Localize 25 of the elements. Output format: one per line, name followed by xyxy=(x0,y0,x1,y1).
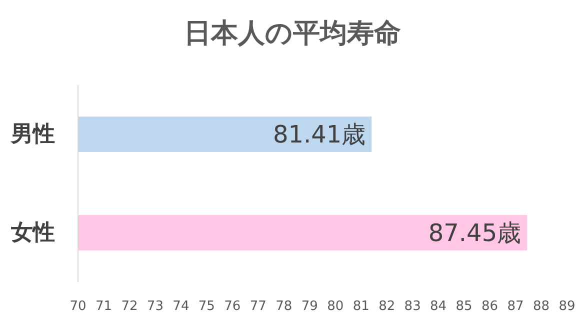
x-tick-label: 76 xyxy=(224,299,241,314)
x-tick-label: 78 xyxy=(276,299,292,314)
x-tick-label: 70 xyxy=(70,299,86,314)
x-tick-label: 84 xyxy=(430,299,447,314)
x-tick-label: 72 xyxy=(121,299,138,314)
x-tick-label: 85 xyxy=(456,299,472,314)
x-tick-label: 80 xyxy=(327,299,344,314)
x-tick-label: 82 xyxy=(378,299,396,314)
chart-title: 日本人の平均寿命 xyxy=(184,18,401,49)
data-label: 87.45歳 xyxy=(428,218,522,247)
x-tick-label: 81 xyxy=(352,299,370,314)
y-tick-label: 男性 xyxy=(10,122,55,147)
x-tick-label: 89 xyxy=(558,299,576,314)
y-tick-label: 女性 xyxy=(10,220,55,246)
x-tick-label: 83 xyxy=(404,299,421,314)
x-tick-label: 71 xyxy=(95,299,112,314)
x-tick-label: 86 xyxy=(482,299,498,314)
x-tick-label: 73 xyxy=(146,299,164,314)
x-tick-label: 79 xyxy=(301,299,318,314)
x-tick-label: 88 xyxy=(532,299,550,314)
data-label: 81.41歳 xyxy=(272,120,366,148)
x-tick-label: 87 xyxy=(507,299,524,314)
x-tick-label: 75 xyxy=(198,299,215,314)
x-tick-label: 77 xyxy=(250,299,266,314)
x-tick-label: 74 xyxy=(172,299,190,314)
